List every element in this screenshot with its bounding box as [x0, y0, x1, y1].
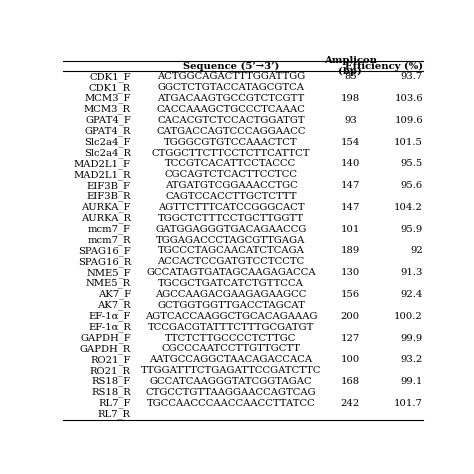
Text: RS18_R: RS18_R: [91, 388, 131, 397]
Text: 130: 130: [341, 268, 360, 277]
Text: 101.5: 101.5: [394, 137, 423, 146]
Text: RL7_F: RL7_F: [99, 399, 131, 408]
Text: NME5_F: NME5_F: [86, 268, 131, 278]
Text: TTCTCTTGCCCCTCTTGC: TTCTCTTGCCCCTCTTGC: [165, 334, 297, 343]
Text: 99.1: 99.1: [401, 377, 423, 386]
Text: MAD2L1_R: MAD2L1_R: [73, 170, 131, 180]
Text: CGCAGTCTCACTTCCTCC: CGCAGTCTCACTTCCTCC: [164, 170, 298, 179]
Text: TTGGATTTCTGAGATTCCGATCTTC: TTGGATTTCTGAGATTCCGATCTTC: [141, 366, 321, 375]
Text: CTGGCTTCTTCCTCTTCATTCT: CTGGCTTCTTCCTCTTCATTCT: [152, 148, 310, 157]
Text: GPAT4_R: GPAT4_R: [84, 127, 131, 136]
Text: TCCGACGTATTTCTTTGCGATGT: TCCGACGTATTTCTTTGCGATGT: [148, 323, 314, 332]
Text: ACCACTCCGATGTCCTCCTC: ACCACTCCGATGTCCTCCTC: [157, 257, 305, 266]
Text: Slc2a4_R: Slc2a4_R: [84, 148, 131, 158]
Text: 99.9: 99.9: [401, 334, 423, 343]
Text: TGCGCTGATCATCTGTTCCA: TGCGCTGATCATCTGTTCCA: [158, 279, 304, 288]
Text: MAD2L1_F: MAD2L1_F: [74, 159, 131, 169]
Text: RS18_F: RS18_F: [91, 377, 131, 386]
Text: 100.2: 100.2: [394, 312, 423, 321]
Text: Amplicon
(bp): Amplicon (bp): [324, 56, 377, 76]
Text: CACCAAAGCTGCCCTCAAAC: CACCAAAGCTGCCCTCAAAC: [156, 105, 305, 114]
Text: 101.7: 101.7: [394, 399, 423, 408]
Text: 200: 200: [341, 312, 360, 321]
Text: CATGACCAGTCCCAGGAACC: CATGACCAGTCCCAGGAACC: [156, 127, 306, 136]
Text: AGTCACCAAGGCTGCACAGAAAG: AGTCACCAAGGCTGCACAGAAAG: [145, 312, 317, 321]
Text: 140: 140: [341, 159, 360, 168]
Text: 95.9: 95.9: [401, 225, 423, 234]
Text: AK7_R: AK7_R: [97, 301, 131, 310]
Text: GGCTCTGTACCATAGCGTCA: GGCTCTGTACCATAGCGTCA: [157, 83, 304, 92]
Text: CDK1_R: CDK1_R: [89, 83, 131, 92]
Text: mcm7_F: mcm7_F: [88, 224, 131, 234]
Text: 198: 198: [341, 94, 360, 103]
Text: CDK1_F: CDK1_F: [89, 72, 131, 82]
Text: TGGAGACCCTAGCGTTGAGA: TGGAGACCCTAGCGTTGAGA: [156, 236, 306, 245]
Text: NME5_R: NME5_R: [86, 279, 131, 289]
Text: 101: 101: [341, 225, 360, 234]
Text: RL7_R: RL7_R: [98, 410, 131, 419]
Text: 100: 100: [341, 356, 360, 365]
Text: 93.2: 93.2: [401, 356, 423, 365]
Text: 242: 242: [341, 399, 360, 408]
Text: Slc2a4_F: Slc2a4_F: [84, 137, 131, 147]
Text: 93: 93: [344, 116, 357, 125]
Text: AATGCCAGGCTAACAGACCACA: AATGCCAGGCTAACAGACCACA: [149, 356, 312, 365]
Text: 168: 168: [341, 377, 360, 386]
Text: GPAT4_F: GPAT4_F: [85, 116, 131, 125]
Text: GCCATCAAGGGTATCGGTAGAC: GCCATCAAGGGTATCGGTAGAC: [150, 377, 312, 386]
Text: 93.7: 93.7: [401, 73, 423, 82]
Text: MCM3_F: MCM3_F: [84, 94, 131, 103]
Text: 103.6: 103.6: [394, 94, 423, 103]
Text: mcm7_R: mcm7_R: [87, 235, 131, 245]
Text: CTGCCTGTTAAGGAACCAGTCAG: CTGCCTGTTAAGGAACCAGTCAG: [146, 388, 316, 397]
Text: 92.4: 92.4: [401, 290, 423, 299]
Text: 92: 92: [410, 246, 423, 255]
Text: GCTGGTGGTTGACCTAGCAT: GCTGGTGGTTGACCTAGCAT: [157, 301, 305, 310]
Text: GAPDH_F: GAPDH_F: [80, 333, 131, 343]
Text: 85: 85: [344, 73, 357, 82]
Text: 127: 127: [341, 334, 360, 343]
Text: TCCGTCACATTCCTACCC: TCCGTCACATTCCTACCC: [165, 159, 297, 168]
Text: Sequence (5’→3’): Sequence (5’→3’): [183, 62, 279, 71]
Text: CACACGTCTCCACTGGATGT: CACACGTCTCCACTGGATGT: [157, 116, 305, 125]
Text: 147: 147: [341, 203, 360, 212]
Text: TGGCTCTTTCCTGCTTGGTT: TGGCTCTTTCCTGCTTGGTT: [158, 214, 304, 223]
Text: SPAG16_F: SPAG16_F: [78, 246, 131, 256]
Text: 154: 154: [341, 137, 360, 146]
Text: TGCCCTAGCAACATCTCAGA: TGCCCTAGCAACATCTCAGA: [157, 246, 304, 255]
Text: EF-1α_F: EF-1α_F: [89, 311, 131, 321]
Text: ACTGGCAGACTTTGGATTGG: ACTGGCAGACTTTGGATTGG: [157, 73, 305, 82]
Text: TGGGCGTGTCCAAACTCT: TGGGCGTGTCCAAACTCT: [164, 137, 298, 146]
Text: 189: 189: [341, 246, 360, 255]
Text: GATGGAGGGTGACAGAACCG: GATGGAGGGTGACAGAACCG: [155, 225, 307, 234]
Text: SPAG16_R: SPAG16_R: [78, 257, 131, 267]
Text: 95.5: 95.5: [401, 159, 423, 168]
Text: CAGTCCACCTTGCTCTTT: CAGTCCACCTTGCTCTTT: [165, 192, 297, 201]
Text: 156: 156: [341, 290, 360, 299]
Text: AURKA_R: AURKA_R: [81, 213, 131, 223]
Text: ATGATGTCGGAAACCTGC: ATGATGTCGGAAACCTGC: [164, 181, 297, 190]
Text: TGCCAACCCAACCAACCTTATCC: TGCCAACCCAACCAACCTTATCC: [146, 399, 315, 408]
Text: Efficiency (%): Efficiency (%): [345, 62, 423, 71]
Text: AURKA_F: AURKA_F: [82, 202, 131, 212]
Text: MCM3_R: MCM3_R: [84, 105, 131, 114]
Text: 91.3: 91.3: [401, 268, 423, 277]
Text: RO21_F: RO21_F: [91, 355, 131, 365]
Text: AK7_F: AK7_F: [98, 290, 131, 300]
Text: 147: 147: [341, 181, 360, 190]
Text: AGTTCTTTCATCCGGGCACT: AGTTCTTTCATCCGGGCACT: [158, 203, 304, 212]
Text: GAPDH_R: GAPDH_R: [80, 344, 131, 354]
Text: EF-1α_R: EF-1α_R: [88, 322, 131, 332]
Text: RO21_R: RO21_R: [90, 366, 131, 375]
Text: ATGACAAGTGCCGTCTCGTT: ATGACAAGTGCCGTCTCGTT: [157, 94, 305, 103]
Text: EIF3B_F: EIF3B_F: [87, 181, 131, 191]
Text: EIF3B_R: EIF3B_R: [86, 191, 131, 201]
Text: 109.6: 109.6: [394, 116, 423, 125]
Text: GCCATAGTGATAGCAAGAGACCA: GCCATAGTGATAGCAAGAGACCA: [146, 268, 316, 277]
Text: AGCCAAGACGAAGAGAAGCC: AGCCAAGACGAAGAGAAGCC: [155, 290, 307, 299]
Text: CGCCCAATCCTTGTTGCTT: CGCCCAATCCTTGTTGCTT: [162, 345, 301, 354]
Text: 95.6: 95.6: [401, 181, 423, 190]
Text: 104.2: 104.2: [394, 203, 423, 212]
